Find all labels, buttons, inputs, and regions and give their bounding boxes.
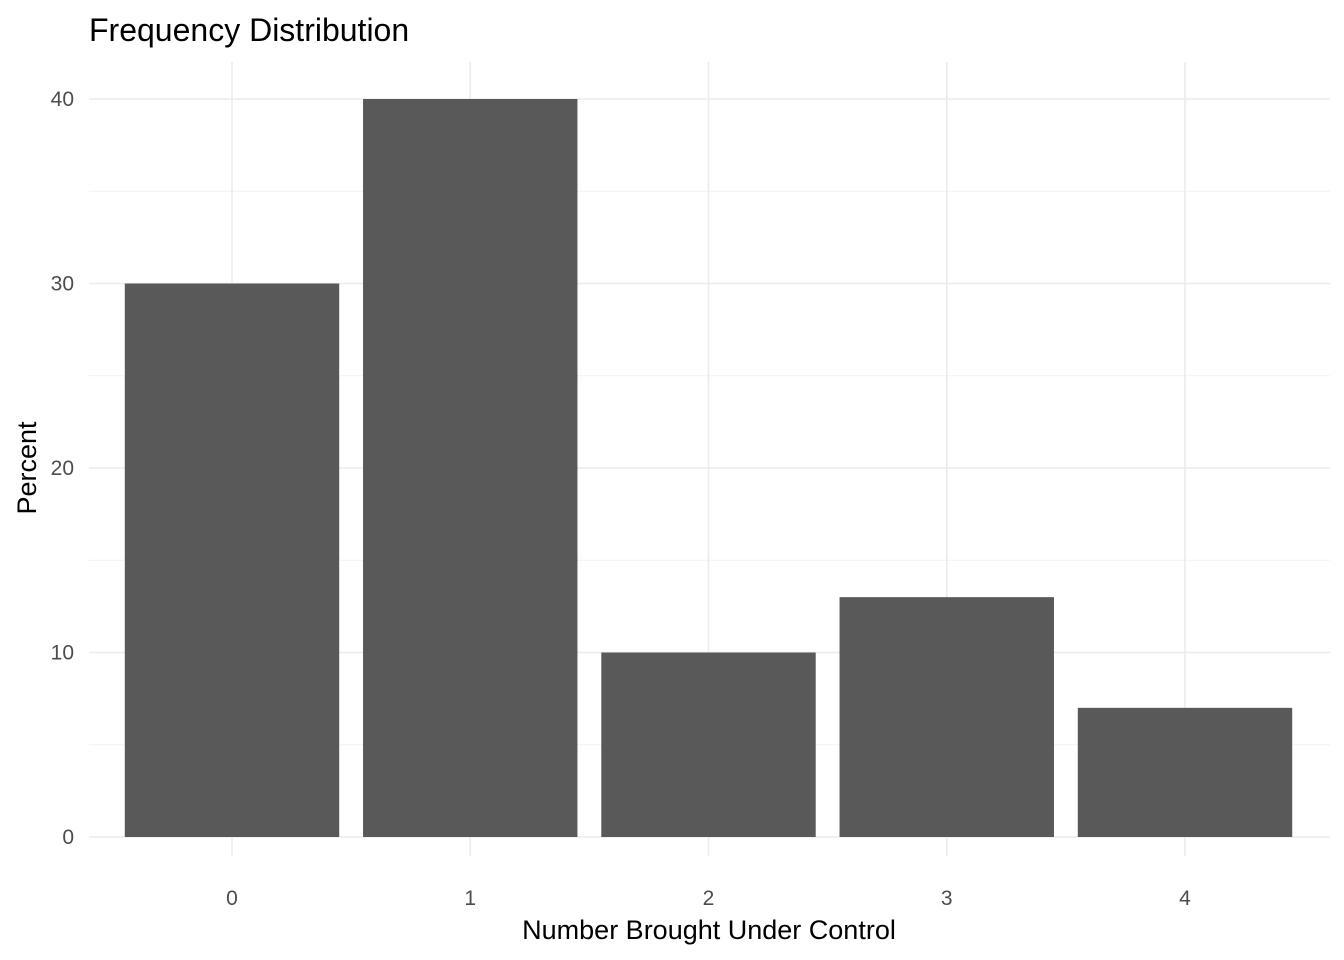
bar-0 xyxy=(124,283,340,837)
y-tick-label: 20 xyxy=(51,457,74,480)
bar-4 xyxy=(1077,707,1293,837)
bar-3 xyxy=(839,597,1054,837)
y-tick-label: 10 xyxy=(51,642,74,665)
x-tick-label: 0 xyxy=(226,887,238,910)
y-tick-label: 0 xyxy=(62,826,74,849)
x-axis-title: Number Brought Under Control xyxy=(522,915,896,945)
y-tick-label: 30 xyxy=(51,273,74,296)
y-tick-label: 40 xyxy=(51,88,74,111)
x-tick-label: 4 xyxy=(1179,887,1191,910)
y-axis-title: Percent xyxy=(12,421,42,515)
y-axis-ticks: 0 10 20 30 40 xyxy=(51,88,74,849)
bars xyxy=(124,99,1293,837)
bar-1 xyxy=(363,99,578,837)
x-tick-label: 2 xyxy=(703,887,715,910)
x-axis-ticks: 0 1 2 3 4 xyxy=(226,887,1191,910)
bar-2 xyxy=(601,652,816,837)
chart-title: Frequency Distribution xyxy=(89,12,409,48)
x-tick-label: 3 xyxy=(941,887,953,910)
x-tick-label: 1 xyxy=(464,887,476,910)
